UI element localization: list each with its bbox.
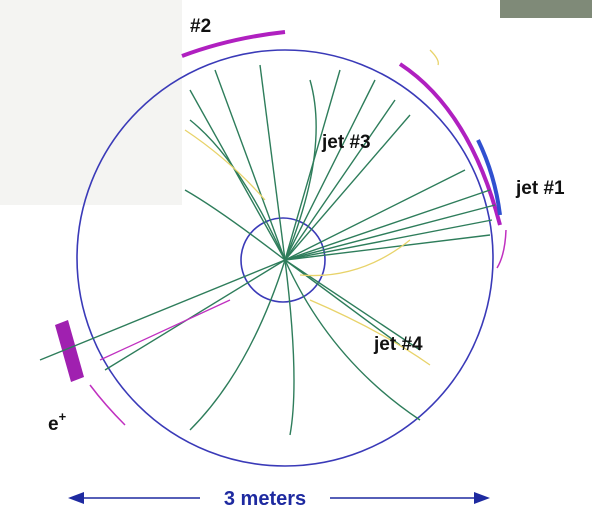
label-base: e [48, 414, 59, 435]
scan-patch [0, 0, 182, 205]
label: jet #4 [373, 334, 423, 355]
event-display: #2 jet #3 jet #1 jet #4 e+ 3 meters [0, 0, 592, 524]
label-sup: + [59, 409, 67, 424]
label: jet #3 [321, 132, 371, 153]
label: jet #1 [515, 178, 565, 199]
label: #2 [190, 16, 211, 37]
corner-photo [500, 0, 592, 18]
scale-label: 3 meters [224, 488, 306, 510]
